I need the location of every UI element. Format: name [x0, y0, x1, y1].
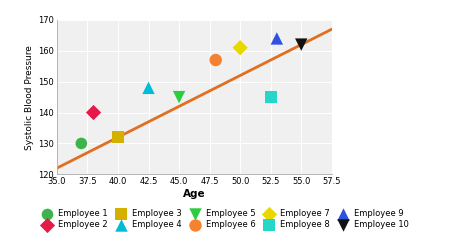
X-axis label: Age: Age — [183, 189, 206, 199]
Point — [145, 86, 152, 90]
Point — [90, 111, 97, 115]
Point — [78, 141, 85, 145]
Point — [212, 58, 219, 62]
Legend: Employee 1, Employee 2, Employee 3, Employee 4, Employee 5, Employee 6, Employee: Employee 1, Employee 2, Employee 3, Empl… — [39, 209, 409, 229]
Point — [267, 95, 274, 99]
Point — [273, 36, 281, 40]
Point — [237, 46, 244, 50]
Y-axis label: Systolic Blood Pressure: Systolic Blood Pressure — [25, 45, 34, 150]
Point — [114, 135, 122, 139]
Point — [298, 43, 305, 47]
Point — [175, 95, 183, 99]
